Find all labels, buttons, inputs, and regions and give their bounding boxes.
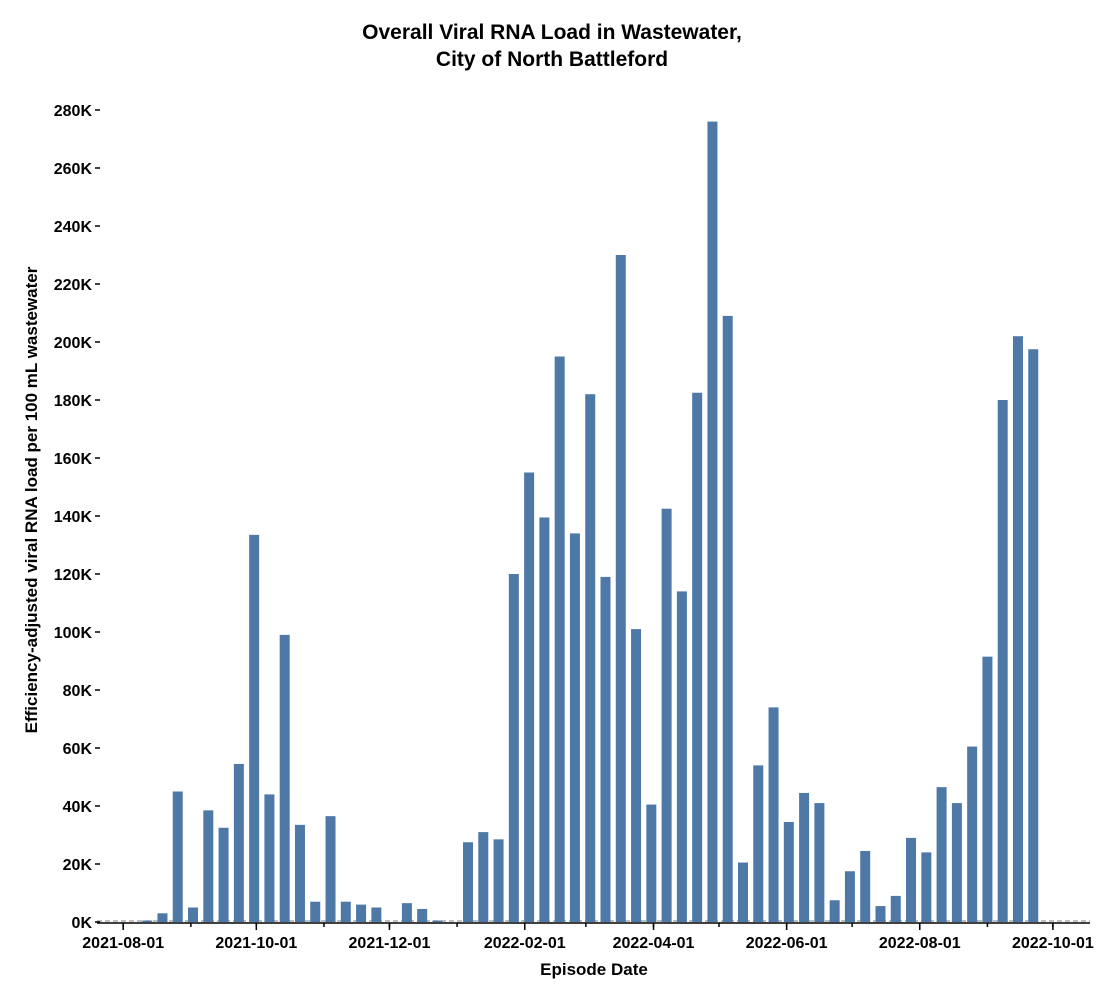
x-tick-label: 2021-08-01 — [82, 935, 164, 952]
bar — [814, 803, 825, 922]
bar — [233, 763, 244, 922]
y-tick-label: 180K — [54, 393, 93, 410]
y-tick-label: 260K — [54, 161, 93, 178]
bar — [631, 629, 642, 922]
bar — [493, 839, 504, 922]
y-tick-label: 220K — [54, 277, 93, 294]
bar — [768, 707, 779, 922]
x-axis: 2021-08-01 2021-10-01 2021-12-01 2022-02-01… — [82, 922, 1094, 952]
bar — [325, 816, 336, 922]
bar — [463, 842, 474, 922]
bar — [799, 792, 810, 922]
bar — [860, 850, 871, 922]
y-tick-label: 200K — [54, 335, 93, 352]
bar — [539, 517, 550, 922]
bar — [142, 920, 153, 922]
bar — [432, 920, 443, 922]
bar — [294, 824, 305, 922]
bar — [783, 821, 794, 922]
y-tick-label: 60K — [63, 741, 93, 758]
bar — [967, 746, 978, 922]
chart-title-line-2: City of North Battleford — [436, 48, 668, 71]
bar — [340, 901, 351, 922]
bar — [249, 534, 260, 922]
x-axis-label: Episode Date — [540, 960, 648, 979]
y-tick-label: 120K — [54, 567, 93, 584]
bar — [890, 895, 901, 922]
bar — [921, 852, 932, 922]
chart-title-line-1: Overall Viral RNA Load in Wastewater, — [362, 21, 742, 44]
x-tick-label: 2021-12-01 — [349, 935, 431, 952]
bar — [982, 656, 993, 922]
y-tick-label: 100K — [54, 625, 93, 642]
bar — [875, 906, 886, 922]
x-tick-label: 2022-10-01 — [1012, 935, 1094, 952]
bar — [722, 315, 733, 922]
bar — [188, 907, 199, 922]
y-tick-label: 140K — [54, 509, 93, 526]
bar — [157, 913, 168, 922]
bar — [172, 791, 183, 922]
bar — [371, 907, 382, 922]
bar — [906, 837, 917, 922]
bar — [600, 576, 611, 922]
bar — [753, 765, 764, 922]
bar — [844, 871, 855, 922]
bar — [356, 904, 367, 922]
y-axis: 0K 20K 40K 60K 80K 100K 120K 140K 160K 180K 200K 22… — [54, 103, 100, 932]
bar — [829, 900, 840, 922]
bar — [1028, 349, 1039, 922]
bar — [615, 255, 626, 922]
bar — [569, 533, 580, 922]
bar — [279, 634, 290, 922]
y-tick-label: 40K — [63, 799, 93, 816]
bar — [310, 901, 321, 922]
bar — [401, 903, 412, 922]
bar — [646, 804, 657, 922]
bar — [554, 356, 565, 922]
bar — [218, 827, 229, 922]
bar — [707, 121, 718, 923]
y-tick-label: 240K — [54, 219, 93, 236]
y-tick-label: 80K — [63, 683, 93, 700]
bar — [264, 794, 275, 922]
bars — [97, 121, 1090, 923]
x-tick-label: 2022-06-01 — [746, 935, 828, 952]
y-tick-label: 0K — [72, 915, 93, 932]
bar — [417, 908, 428, 922]
bar — [203, 810, 214, 922]
bar — [936, 787, 947, 922]
y-tick-label: 160K — [54, 451, 93, 468]
x-tick-label: 2022-04-01 — [613, 935, 695, 952]
bar — [951, 803, 962, 922]
bar — [737, 862, 748, 922]
bar — [585, 394, 596, 922]
bar — [661, 508, 672, 922]
bar — [692, 392, 703, 922]
y-axis-label: Efficiency-adjusted viral RNA load per 1… — [22, 266, 41, 733]
bar — [676, 591, 687, 922]
bar — [1012, 336, 1023, 922]
x-tick-label: 2022-08-01 — [879, 935, 961, 952]
bar — [997, 400, 1008, 922]
x-tick-label: 2022-02-01 — [484, 935, 566, 952]
y-tick-label: 280K — [54, 103, 93, 120]
y-tick-label: 20K — [63, 857, 93, 874]
bar — [524, 472, 535, 922]
x-tick-label: 2021-10-01 — [215, 935, 297, 952]
bar — [508, 574, 519, 922]
bar — [478, 832, 489, 922]
